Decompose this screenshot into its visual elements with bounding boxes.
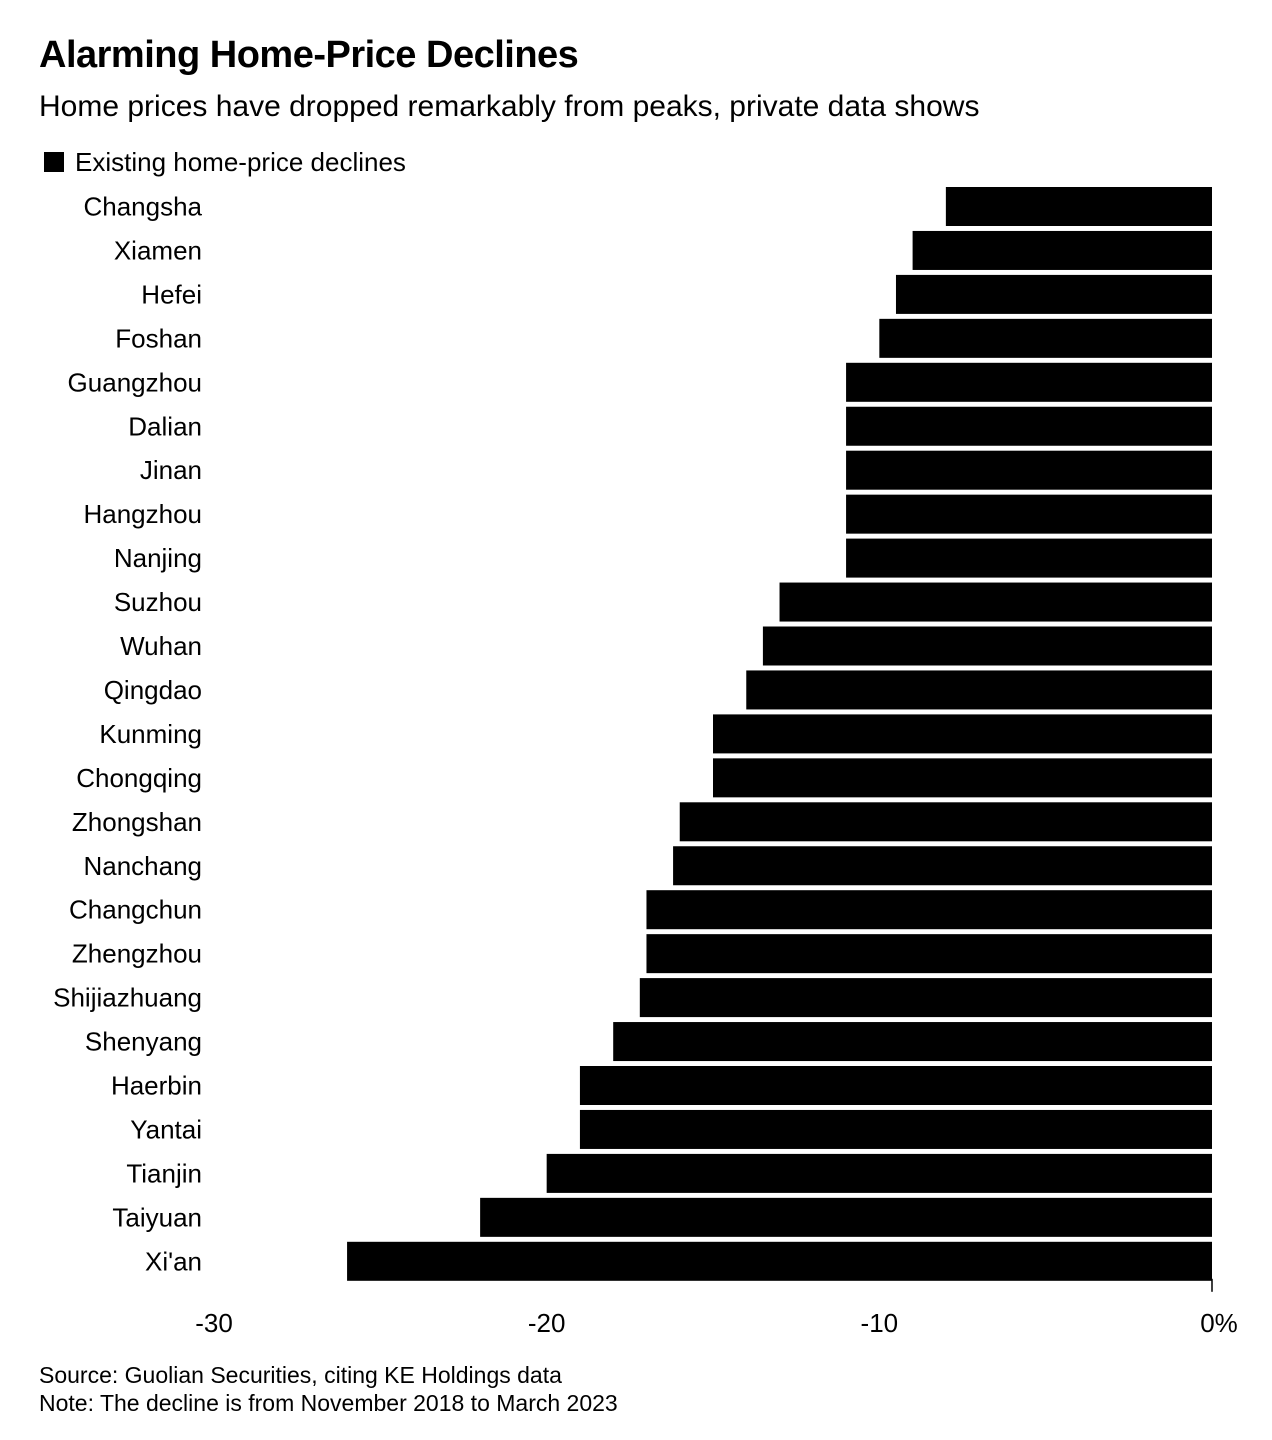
bar-jinan — [846, 450, 1212, 490]
footnote: Note: The decline is from November 2018 … — [39, 1390, 618, 1416]
bar-hangzhou — [846, 494, 1212, 534]
category-label: Changchun — [69, 895, 202, 925]
bar-xiamen — [912, 230, 1212, 270]
bar-xi-an — [347, 1241, 1212, 1281]
bar-changsha — [945, 187, 1212, 226]
bar-shijiazhuang — [639, 978, 1212, 1018]
legend: Existing home-price declines — [44, 147, 406, 177]
category-label: Chongqing — [76, 763, 202, 793]
x-tick-label: 0% — [1200, 1308, 1238, 1338]
bar-suzhou — [779, 582, 1212, 622]
category-label: Jinan — [140, 455, 202, 485]
category-label: Nanchang — [83, 851, 202, 881]
x-tick-label: -20 — [528, 1308, 566, 1338]
category-label: Nanjing — [114, 543, 202, 573]
chart-subtitle: Home prices have dropped remarkably from… — [39, 90, 980, 123]
category-label: Taiyuan — [112, 1202, 202, 1232]
bar-nanjing — [846, 538, 1212, 578]
category-label: Shijiazhuang — [53, 983, 202, 1013]
category-label: Changsha — [83, 192, 202, 222]
legend-swatch — [44, 152, 64, 172]
category-label: Yantai — [130, 1114, 202, 1144]
category-label: Shenyang — [85, 1027, 202, 1057]
bar-yantai — [579, 1109, 1212, 1149]
bar-nanchang — [673, 846, 1212, 886]
bar-tianjin — [546, 1153, 1212, 1193]
category-label: Dalian — [128, 411, 202, 441]
category-label: Xiamen — [114, 235, 202, 265]
x-tick-label: -30 — [195, 1308, 233, 1338]
bar-hefei — [895, 274, 1212, 314]
bar-kunming — [713, 714, 1212, 754]
bar-foshan — [879, 318, 1212, 358]
bar-haerbin — [579, 1066, 1212, 1105]
chart-title: Alarming Home-Price Declines — [39, 34, 579, 76]
category-label: Zhongshan — [72, 807, 202, 837]
category-label: Guangzhou — [68, 367, 202, 397]
bar-changchun — [646, 890, 1212, 930]
category-label: Suzhou — [114, 587, 202, 617]
category-label: Kunming — [99, 719, 202, 749]
bar-zhengzhou — [646, 934, 1212, 974]
bar-zhongshan — [679, 802, 1212, 842]
category-label: Tianjin — [126, 1158, 202, 1188]
category-label: Xi'an — [145, 1246, 202, 1276]
category-label: Foshan — [115, 323, 202, 353]
category-label: Zhengzhou — [72, 939, 202, 969]
x-tick-label: -10 — [861, 1308, 899, 1338]
bar-shenyang — [613, 1022, 1212, 1062]
bar-dalian — [846, 406, 1212, 446]
bar-taiyuan — [480, 1197, 1212, 1237]
source-note: Source: Guolian Securities, citing KE Ho… — [39, 1362, 562, 1388]
category-label: Hangzhou — [83, 499, 202, 529]
legend-label: Existing home-price declines — [75, 146, 406, 177]
bar-qingdao — [746, 670, 1212, 710]
bar-chongqing — [713, 758, 1212, 798]
bar-wuhan — [762, 626, 1212, 666]
category-label: Wuhan — [120, 631, 202, 661]
category-label: Hefei — [141, 279, 202, 309]
bar-guangzhou — [846, 362, 1212, 402]
category-label: Qingdao — [104, 675, 202, 705]
category-label: Haerbin — [111, 1071, 202, 1101]
